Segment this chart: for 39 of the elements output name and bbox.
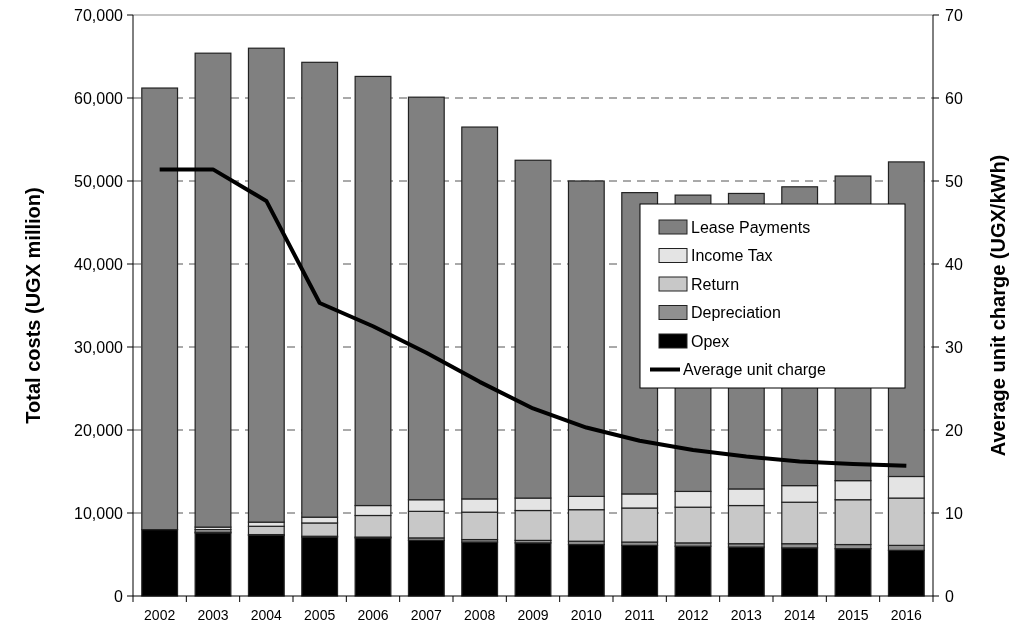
y2-tick-label: 70 [945,6,963,24]
x-tick-label: 2007 [410,607,443,623]
legend-label: Lease Payments [691,218,811,236]
y2-tick-label: 60 [945,89,963,107]
x-tick-label: 2003 [197,607,229,623]
y2-tick-label: 30 [945,338,963,356]
y-tick-label: 60,000 [74,89,124,107]
legend-label: Income Tax [691,247,773,265]
y2-tick-label: 40 [945,255,963,273]
y-tick-label: 20,000 [74,421,124,439]
x-tick-label: 2010 [570,607,603,623]
x-tick-label: 2005 [304,607,336,623]
y2-axis-title: Average unit charge (UGX/kWh) [987,154,1009,457]
x-tick-label: 2006 [357,607,389,623]
y-tick-label: 70,000 [74,6,124,24]
y-axis-title: Total costs (UGX million) [22,187,44,424]
y2-tick-label: 50 [945,172,963,190]
x-tick-label: 2012 [677,607,709,623]
x-tick-label: 2014 [784,607,816,623]
legend-label: Depreciation [691,304,781,322]
y-tick-label: 10,000 [74,504,124,522]
x-tick-label: 2009 [517,607,549,623]
y2-tick-label: 10 [945,504,963,522]
x-tick-label: 2013 [730,607,763,623]
x-tick-label: 2016 [890,607,923,623]
x-tick-label: 2002 [144,607,176,623]
y-tick-label: 30,000 [74,338,124,356]
x-tick-label: 2015 [837,607,869,623]
y-tick-label: 50,000 [74,172,124,190]
legend-label: Average unit charge [683,361,827,379]
legend-label: Return [691,275,740,293]
x-tick-label: 2008 [464,607,496,623]
y-tick-label: 0 [114,587,124,605]
y-tick-label: 40,000 [74,255,124,273]
x-tick-label: 2011 [624,607,655,623]
x-tick-label: 2004 [250,607,283,623]
y2-tick-label: 0 [945,587,954,605]
legend-label: Opex [691,332,730,350]
y2-tick-label: 20 [945,421,963,439]
